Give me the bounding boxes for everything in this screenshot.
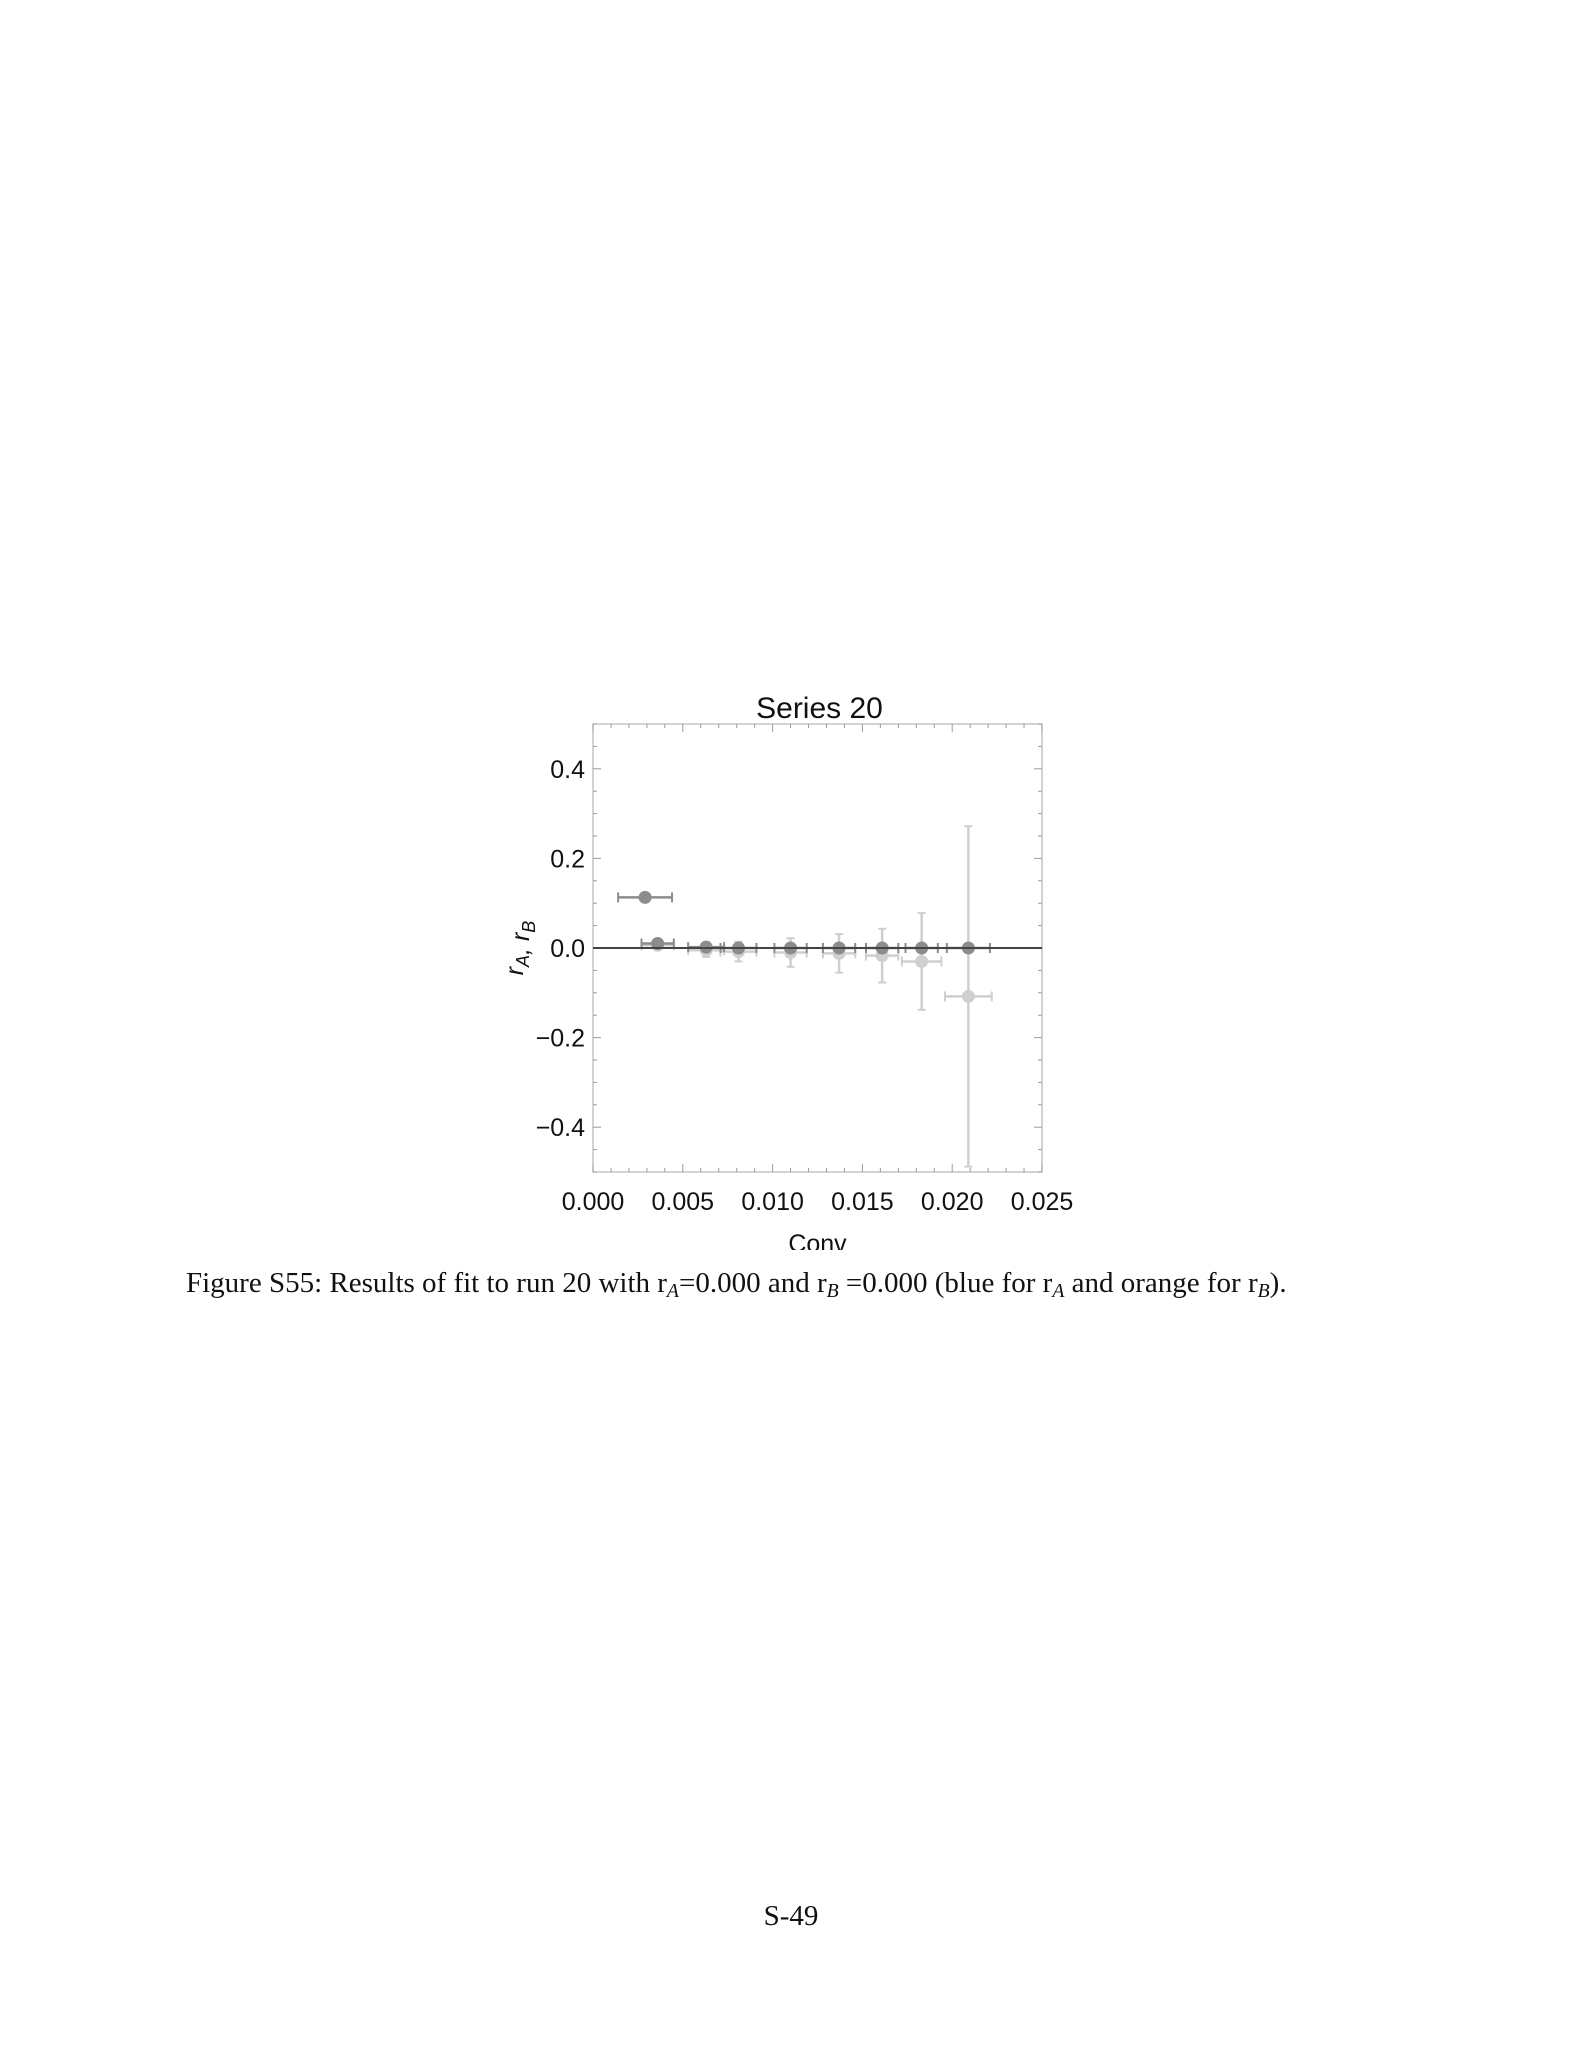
data-point [638, 890, 652, 904]
figure-caption: Figure S55: Results of fit to run 20 wit… [186, 1264, 1396, 1310]
caption-part2: =0.000 and r [678, 1267, 827, 1299]
caption-sub-a: A [666, 1279, 679, 1302]
x-tick-label: 0.000 [562, 1188, 625, 1216]
data-point [961, 989, 975, 1003]
caption-sub-b: B [826, 1279, 839, 1302]
y-tick-label: 0.4 [550, 756, 585, 784]
caption-part1: Results of fit to run 20 with r [329, 1267, 667, 1299]
data-point [651, 937, 665, 951]
scatter-chart: 0.000 0.005 0.010 0.015 0.020 0.025 0.4 0.2 0.0 −… [501, 692, 1074, 1250]
x-tick-label: 0.025 [1011, 1188, 1074, 1216]
x-tick-label: 0.015 [831, 1188, 894, 1216]
x-tick-label: 0.005 [652, 1188, 715, 1216]
y-axis-label: rA, rB [501, 921, 539, 976]
series-0 [617, 890, 991, 955]
caption-sub-d: B [1257, 1279, 1270, 1302]
x-tick-label: 0.020 [921, 1188, 984, 1216]
y-tick-label: −0.4 [536, 1114, 585, 1142]
caption-part4: and orange for r [1064, 1267, 1258, 1299]
y-tick-label: 0.0 [550, 935, 585, 963]
data-point [915, 954, 929, 968]
series-1 [640, 825, 993, 1168]
caption-sub-c: A [1052, 1279, 1065, 1302]
caption-part3: =0.000 (blue for r [845, 1267, 1053, 1299]
page-number: S-49 [763, 1900, 819, 1932]
x-axis-label: Conv [788, 1230, 847, 1250]
caption-part5: ). [1269, 1267, 1287, 1299]
chart-title: Series 20 [756, 692, 883, 725]
y-tick-label: 0.2 [550, 845, 585, 873]
x-tick-label: 0.010 [741, 1188, 804, 1216]
caption-prefix: Figure S55: [186, 1267, 323, 1299]
y-tick-label: −0.2 [536, 1025, 585, 1053]
